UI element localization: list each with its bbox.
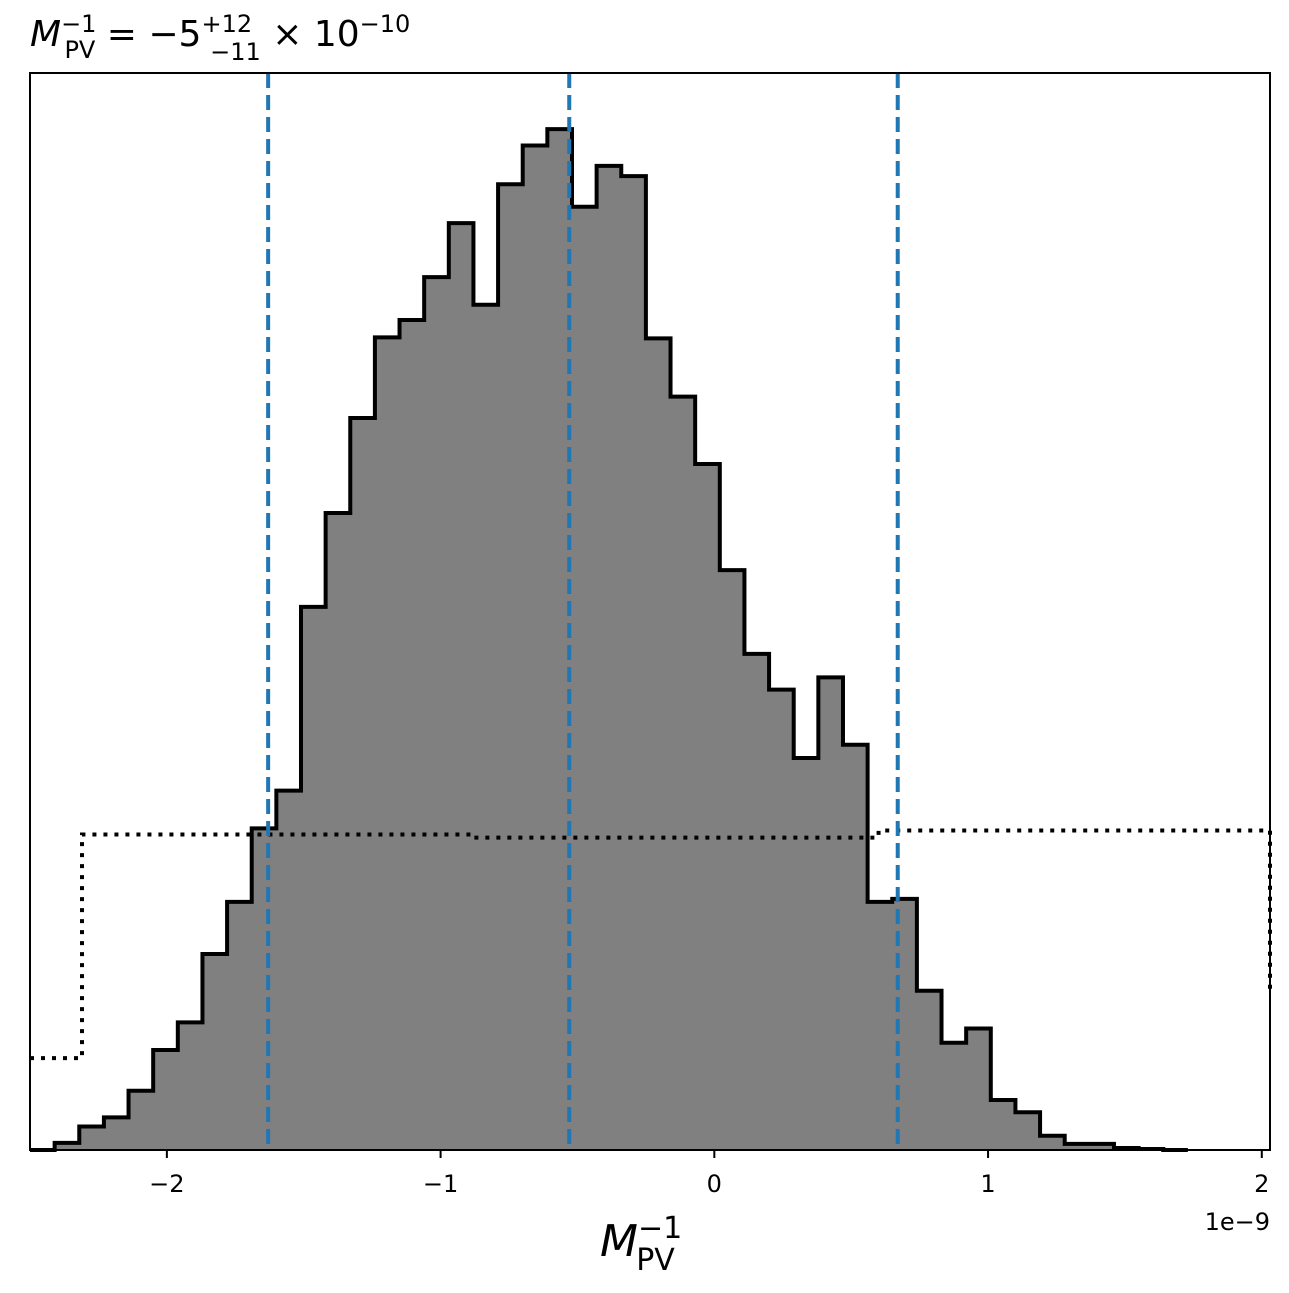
histogram-bar <box>424 277 450 1150</box>
x-tick-label: 0 <box>707 1170 722 1198</box>
x-tick-label: 1 <box>980 1170 995 1198</box>
prior-curve <box>30 828 1272 1061</box>
histogram-bar <box>744 653 770 1150</box>
histogram-bar <box>374 337 401 1150</box>
x-tick-label: −2 <box>149 1170 184 1198</box>
histogram-bar <box>1040 1135 1066 1150</box>
histogram-bar <box>276 790 302 1150</box>
chart-title: M−1 PV = −5+12 −11 × 10−10 <box>30 10 410 66</box>
histogram-bar <box>793 757 819 1150</box>
x-tick-label: −1 <box>423 1170 458 1198</box>
histogram-bar <box>153 1049 179 1150</box>
xlabel-sup: −1 <box>638 1211 682 1246</box>
histogram-bar <box>251 828 277 1150</box>
histogram-outline <box>30 127 1188 1152</box>
histogram-bar <box>818 677 844 1150</box>
histogram-bar <box>670 396 696 1150</box>
axes-frame <box>29 72 1271 1151</box>
title-lhs-sub: PV <box>64 36 95 64</box>
histogram-bar <box>522 145 548 1150</box>
xlabel-base: M <box>600 1216 638 1267</box>
histogram-bar <box>645 338 672 1150</box>
histogram-bar <box>473 304 499 1150</box>
histogram-bar <box>1015 1112 1041 1150</box>
title-err-minus: −11 <box>210 38 261 66</box>
histogram-bar <box>79 1126 105 1150</box>
histogram-bar <box>966 1028 992 1150</box>
histogram-bar <box>596 165 622 1150</box>
histogram-bar <box>1064 1143 1090 1150</box>
histogram-bar <box>695 463 721 1151</box>
title-err-plus: +12 <box>201 10 252 38</box>
x-axis-ticks: −2 −1 0 1 2 <box>149 1150 1269 1198</box>
plot-area <box>30 73 1272 1152</box>
x-tick-label: 2 <box>1254 1170 1269 1198</box>
histogram-bar <box>202 953 228 1150</box>
title-exp: −10 <box>360 10 411 38</box>
title-lhs-sup: −1 <box>61 10 96 38</box>
histogram-bar <box>1089 1143 1115 1150</box>
title-times: × 10 <box>261 14 360 55</box>
histogram-bar <box>498 184 524 1151</box>
histogram-bar <box>571 206 598 1150</box>
histogram-bar <box>325 512 351 1150</box>
histogram-bar <box>719 570 745 1150</box>
histogram-bar <box>300 606 327 1150</box>
x-offset-label: 1e−9 <box>1205 1208 1270 1236</box>
histogram-bar <box>227 901 253 1150</box>
histogram-bar <box>54 1142 80 1150</box>
histogram-bar <box>399 320 425 1150</box>
histogram-bar <box>448 223 474 1150</box>
histogram-bar <box>621 176 647 1151</box>
histogram-bar <box>769 689 795 1150</box>
title-eq: = −5 <box>95 14 201 55</box>
histogram-bar <box>177 1022 203 1150</box>
x-axis-label: M−1 PV <box>600 1211 682 1278</box>
histogram-bar <box>842 744 869 1150</box>
histogram-bar <box>916 990 943 1150</box>
histogram-bar <box>350 418 376 1150</box>
histogram-bar <box>941 1042 967 1150</box>
histogram-bar <box>867 901 893 1150</box>
title-lhs-base: M <box>30 14 61 55</box>
histogram-bar <box>103 1117 130 1150</box>
histogram-bar <box>128 1090 154 1150</box>
histogram-bar <box>990 1099 1016 1150</box>
xlabel-sub: PV <box>636 1243 675 1278</box>
